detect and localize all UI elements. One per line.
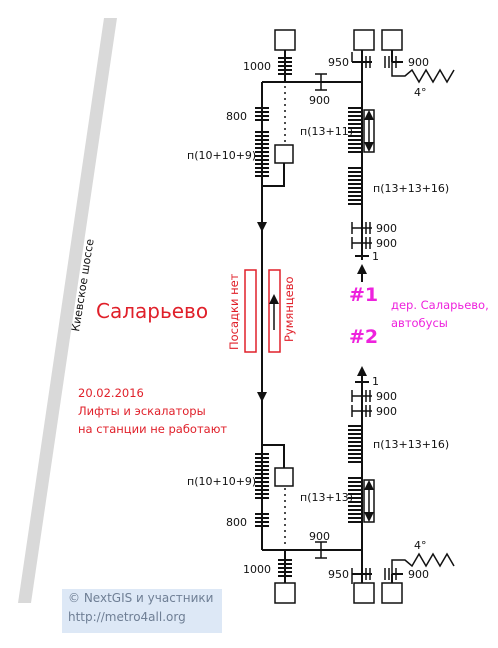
bottom-left-steps: п(10+10+9) (187, 475, 256, 488)
stair-bottom-right-flight-1-icon (348, 477, 362, 523)
bottom-upper-stair-width: 800 (226, 516, 247, 529)
top-door-2: 900 (376, 237, 397, 250)
entrance-box-top-right (381, 29, 403, 51)
arrow-down-bottom-icon (257, 392, 267, 402)
platform: Посадки нет Румянцево (227, 230, 296, 402)
entrance-box-top-left (274, 29, 296, 51)
stair-bottom-right-flight-2-icon (348, 425, 362, 463)
top-slope: 4° (414, 86, 427, 99)
lift-box-bottom (274, 467, 294, 487)
exit-2-label: #2 (349, 326, 378, 348)
stair-top-1000-icon (278, 57, 292, 75)
gate-top-900-icon (315, 73, 327, 91)
notice-line-2: на станции не работают (78, 422, 227, 436)
entrance-box-bottom-right (381, 582, 403, 604)
stair-top-950-icon (351, 52, 372, 68)
arrow-down-top-icon (257, 222, 267, 232)
bottom-gate-width: 900 (309, 530, 330, 543)
door-bottom-1-icon (351, 390, 372, 402)
ramp-bottom-900-icon (384, 568, 403, 580)
entrance-box-top-mid (353, 29, 375, 51)
escalator-bottom-icon (363, 479, 375, 523)
direction-arrow-icon (269, 294, 279, 304)
notice-date: 20.02.2016 (78, 386, 144, 400)
door-bottom-2-icon (351, 405, 372, 417)
bottom-slope: 4° (414, 539, 427, 552)
top-section: 1000 900 800 п(10+10+9) (187, 29, 455, 282)
bottom-door-1: 900 (376, 390, 397, 403)
bottom-right-steps-2: п(13+13+16) (373, 438, 449, 451)
ramp-bottom-zigzag-icon (391, 552, 455, 574)
bottom-right-steps-1: п(13+13) (300, 491, 353, 504)
stair-bottom-800-icon (255, 513, 269, 527)
exit-1-label: #1 (349, 284, 378, 306)
top-right-ramp-width: 900 (408, 56, 429, 69)
stair-top-800-icon (255, 107, 269, 121)
credits-line-2[interactable]: http://metro4all.org (68, 610, 186, 624)
bottom-step-1: 1 (372, 375, 379, 388)
direction-label: Румянцево (282, 276, 296, 342)
no-boarding-track (244, 269, 257, 353)
entrance-box-bottom-left (274, 582, 296, 604)
top-left-steps: п(10+10+9) (187, 149, 256, 162)
top-right-steps-2: п(13+13+16) (373, 182, 449, 195)
bottom-right-ramp-width: 900 (408, 568, 429, 581)
stair-bottom-left-flights-icon (255, 453, 269, 499)
direction-track (268, 269, 281, 353)
top-gate-width: 900 (309, 94, 330, 107)
notice: 20.02.2016 Лифты и эскалаторы на станции… (78, 386, 227, 436)
no-boarding-label: Посадки нет (227, 273, 241, 350)
stair-top-right-flight-1-icon (348, 107, 362, 153)
bottom-left-stair-width: 1000 (243, 563, 271, 576)
top-door-1: 900 (376, 222, 397, 235)
door-top-1-icon (351, 222, 372, 234)
stair-bottom-1000-icon (278, 559, 292, 577)
escalator-top-icon (363, 109, 375, 153)
gate-bottom-900-icon (315, 541, 327, 559)
bottom-section: п(10+10+9) 800 900 1000 1 900 (187, 366, 455, 604)
entrance-box-bottom-mid (353, 582, 375, 604)
top-upper-stair-width: 800 (226, 110, 247, 123)
ramp-top-zigzag-icon (391, 62, 455, 84)
ramp-top-900-icon (384, 56, 403, 68)
top-right-steps-1: п(13+11) (300, 125, 353, 138)
arrow-up-exit2-icon (357, 366, 367, 376)
station-name: Саларьево (96, 299, 208, 323)
top-step-1: 1 (372, 250, 379, 263)
stair-top-right-flight-2-icon (348, 167, 362, 205)
arrow-up-exit1-icon (357, 264, 367, 274)
stair-bottom-950-icon (351, 568, 372, 584)
credits-box: © NextGIS и участники http://metro4all.o… (62, 589, 222, 633)
exit-1-description-line-2: автобусы (391, 316, 448, 330)
lift-box-top (274, 144, 294, 164)
bottom-right-stair-width: 950 (328, 568, 349, 581)
exit-1-description-line-1: дер. Саларьево, (391, 298, 489, 312)
stair-top-left-flights-icon (255, 131, 269, 177)
notice-line-1: Лифты и эскалаторы (78, 404, 206, 418)
credits-line-1: © NextGIS и участники (68, 591, 214, 605)
door-top-2-icon (351, 237, 372, 249)
bottom-door-2: 900 (376, 405, 397, 418)
top-left-stair-width: 1000 (243, 60, 271, 73)
top-right-stair-width: 950 (328, 56, 349, 69)
